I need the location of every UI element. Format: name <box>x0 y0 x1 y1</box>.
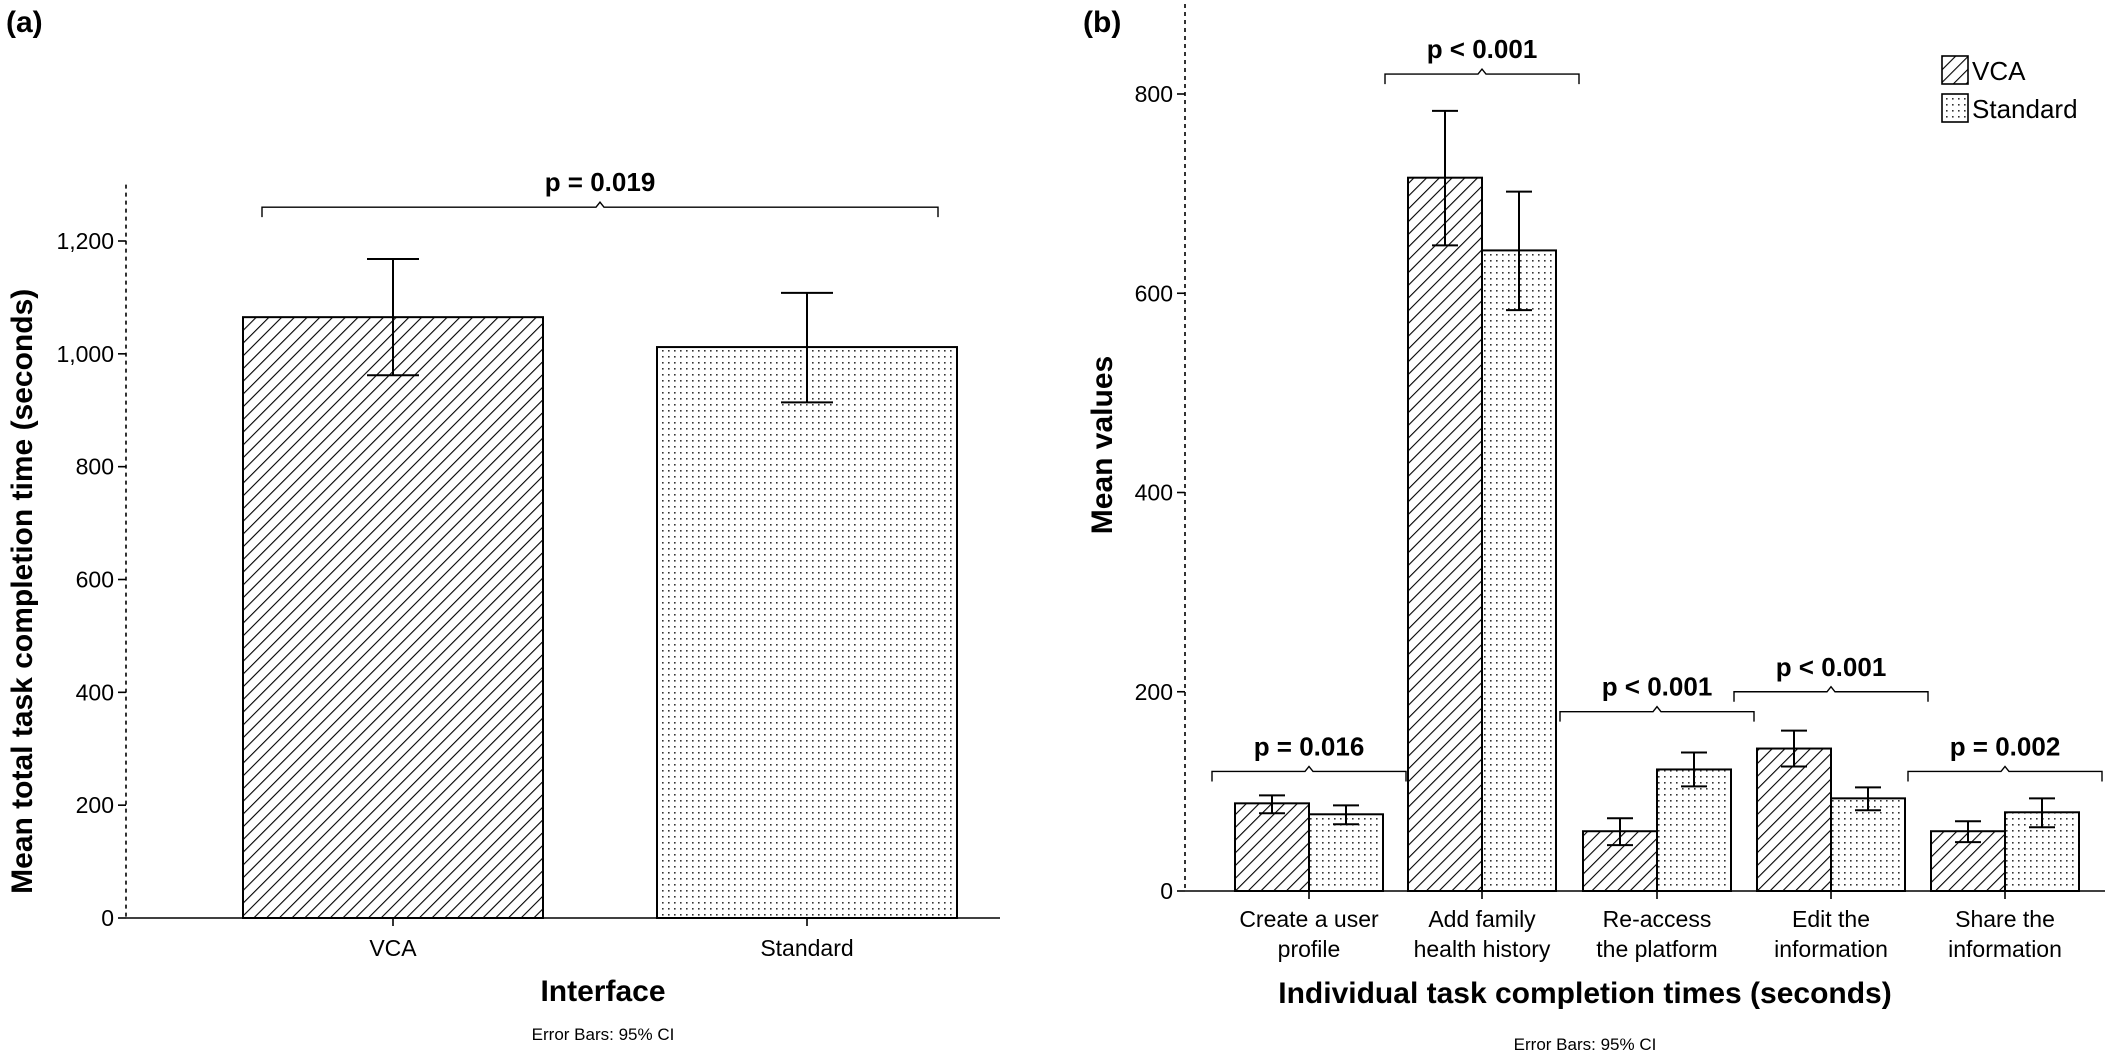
x-tick-label-task-2: Add family <box>1428 906 1536 932</box>
panel-b-label: (b) <box>1083 6 1121 39</box>
panel-b-y-tick-label: 200 <box>1135 679 1173 705</box>
x-tick-label-task-5: Share the <box>1955 906 2055 932</box>
significance-bracket <box>261 201 939 218</box>
significance-bracket <box>1907 765 2103 782</box>
x-tick-label-task-1: profile <box>1278 936 1341 962</box>
x-tick-label-task-4: Edit the <box>1792 906 1870 932</box>
x-tick-label-task-2: health history <box>1414 936 1551 962</box>
x-axis-title: Individual task completion times (second… <box>1278 977 1891 1010</box>
p-value-label: p = 0.019 <box>545 167 656 197</box>
panel-a-y-tick-label: 1,000 <box>56 341 114 367</box>
bar-standard-1 <box>1308 813 1384 893</box>
p-value-label: p < 0.001 <box>1427 34 1538 64</box>
panel-a-chart: (a) 0 200 400 600 800 1,000 1,200 VCA Standard p … <box>6 6 1000 1044</box>
legend-swatch-standard <box>1941 93 1969 123</box>
error-bars-note: Error Bars: 95% CI <box>1514 1035 1657 1054</box>
panel-b-y-tick-label: 400 <box>1135 480 1173 506</box>
significance-bracket <box>1559 705 1755 722</box>
bar-vca-2 <box>1407 176 1483 892</box>
panel-a-y-tick-label: 1,200 <box>56 228 114 254</box>
x-tick-label-task-4: information <box>1774 936 1888 962</box>
panel-a-label: (a) <box>6 6 43 39</box>
bar-standard-2 <box>1481 249 1557 892</box>
significance-bracket <box>1733 685 1929 702</box>
p-value-label: p = 0.016 <box>1254 731 1365 761</box>
x-axis-title: Interface <box>540 975 665 1008</box>
x-tick-label-task-1: Create a user <box>1239 906 1379 932</box>
bar-vca <box>242 316 544 920</box>
p-value-label: p < 0.001 <box>1602 672 1713 702</box>
panel-b-chart: (b) 0 200 400 600 800 Create a user profile Add… <box>1083 4 2105 1054</box>
panel-a-y-tick-label: 400 <box>76 679 114 705</box>
p-value-label: p = 0.002 <box>1950 731 2061 761</box>
legend-label-standard: Standard <box>1972 94 2078 124</box>
x-tick-label-task-3: the platform <box>1596 936 1717 962</box>
error-bars-note: Error Bars: 95% CI <box>532 1025 675 1044</box>
panel-b-y-tick-label: 0 <box>1160 878 1173 904</box>
panel-a-y-tick-label: 0 <box>101 905 114 931</box>
panel-b-y-tick-label: 800 <box>1135 81 1173 107</box>
bar-vca-4 <box>1756 747 1832 892</box>
panel-a-y-tick-label: 600 <box>76 567 114 593</box>
legend-swatch-vca <box>1941 55 1969 85</box>
p-value-label: p < 0.001 <box>1776 652 1887 682</box>
panel-a-y-tick-label: 200 <box>76 792 114 818</box>
y-axis-title: Mean values <box>1086 356 1119 534</box>
panel-b-y-tick-label: 600 <box>1135 280 1173 306</box>
bar-standard-4 <box>1830 797 1906 893</box>
bar-vca-1 <box>1234 802 1310 893</box>
bar-standard-3 <box>1656 768 1732 893</box>
legend-label-vca: VCA <box>1972 56 2026 86</box>
x-tick-label-vca: VCA <box>369 935 417 961</box>
y-axis-title: Mean total task completion time (seconds… <box>6 289 39 894</box>
x-tick-label-standard: Standard <box>760 935 853 961</box>
significance-bracket <box>1211 765 1407 782</box>
panel-a-y-tick-label: 800 <box>76 454 114 480</box>
x-tick-label-task-5: information <box>1948 936 2062 962</box>
significance-bracket <box>1384 67 1580 85</box>
x-tick-label-task-3: Re-access <box>1603 906 1712 932</box>
bar-standard <box>656 346 958 919</box>
